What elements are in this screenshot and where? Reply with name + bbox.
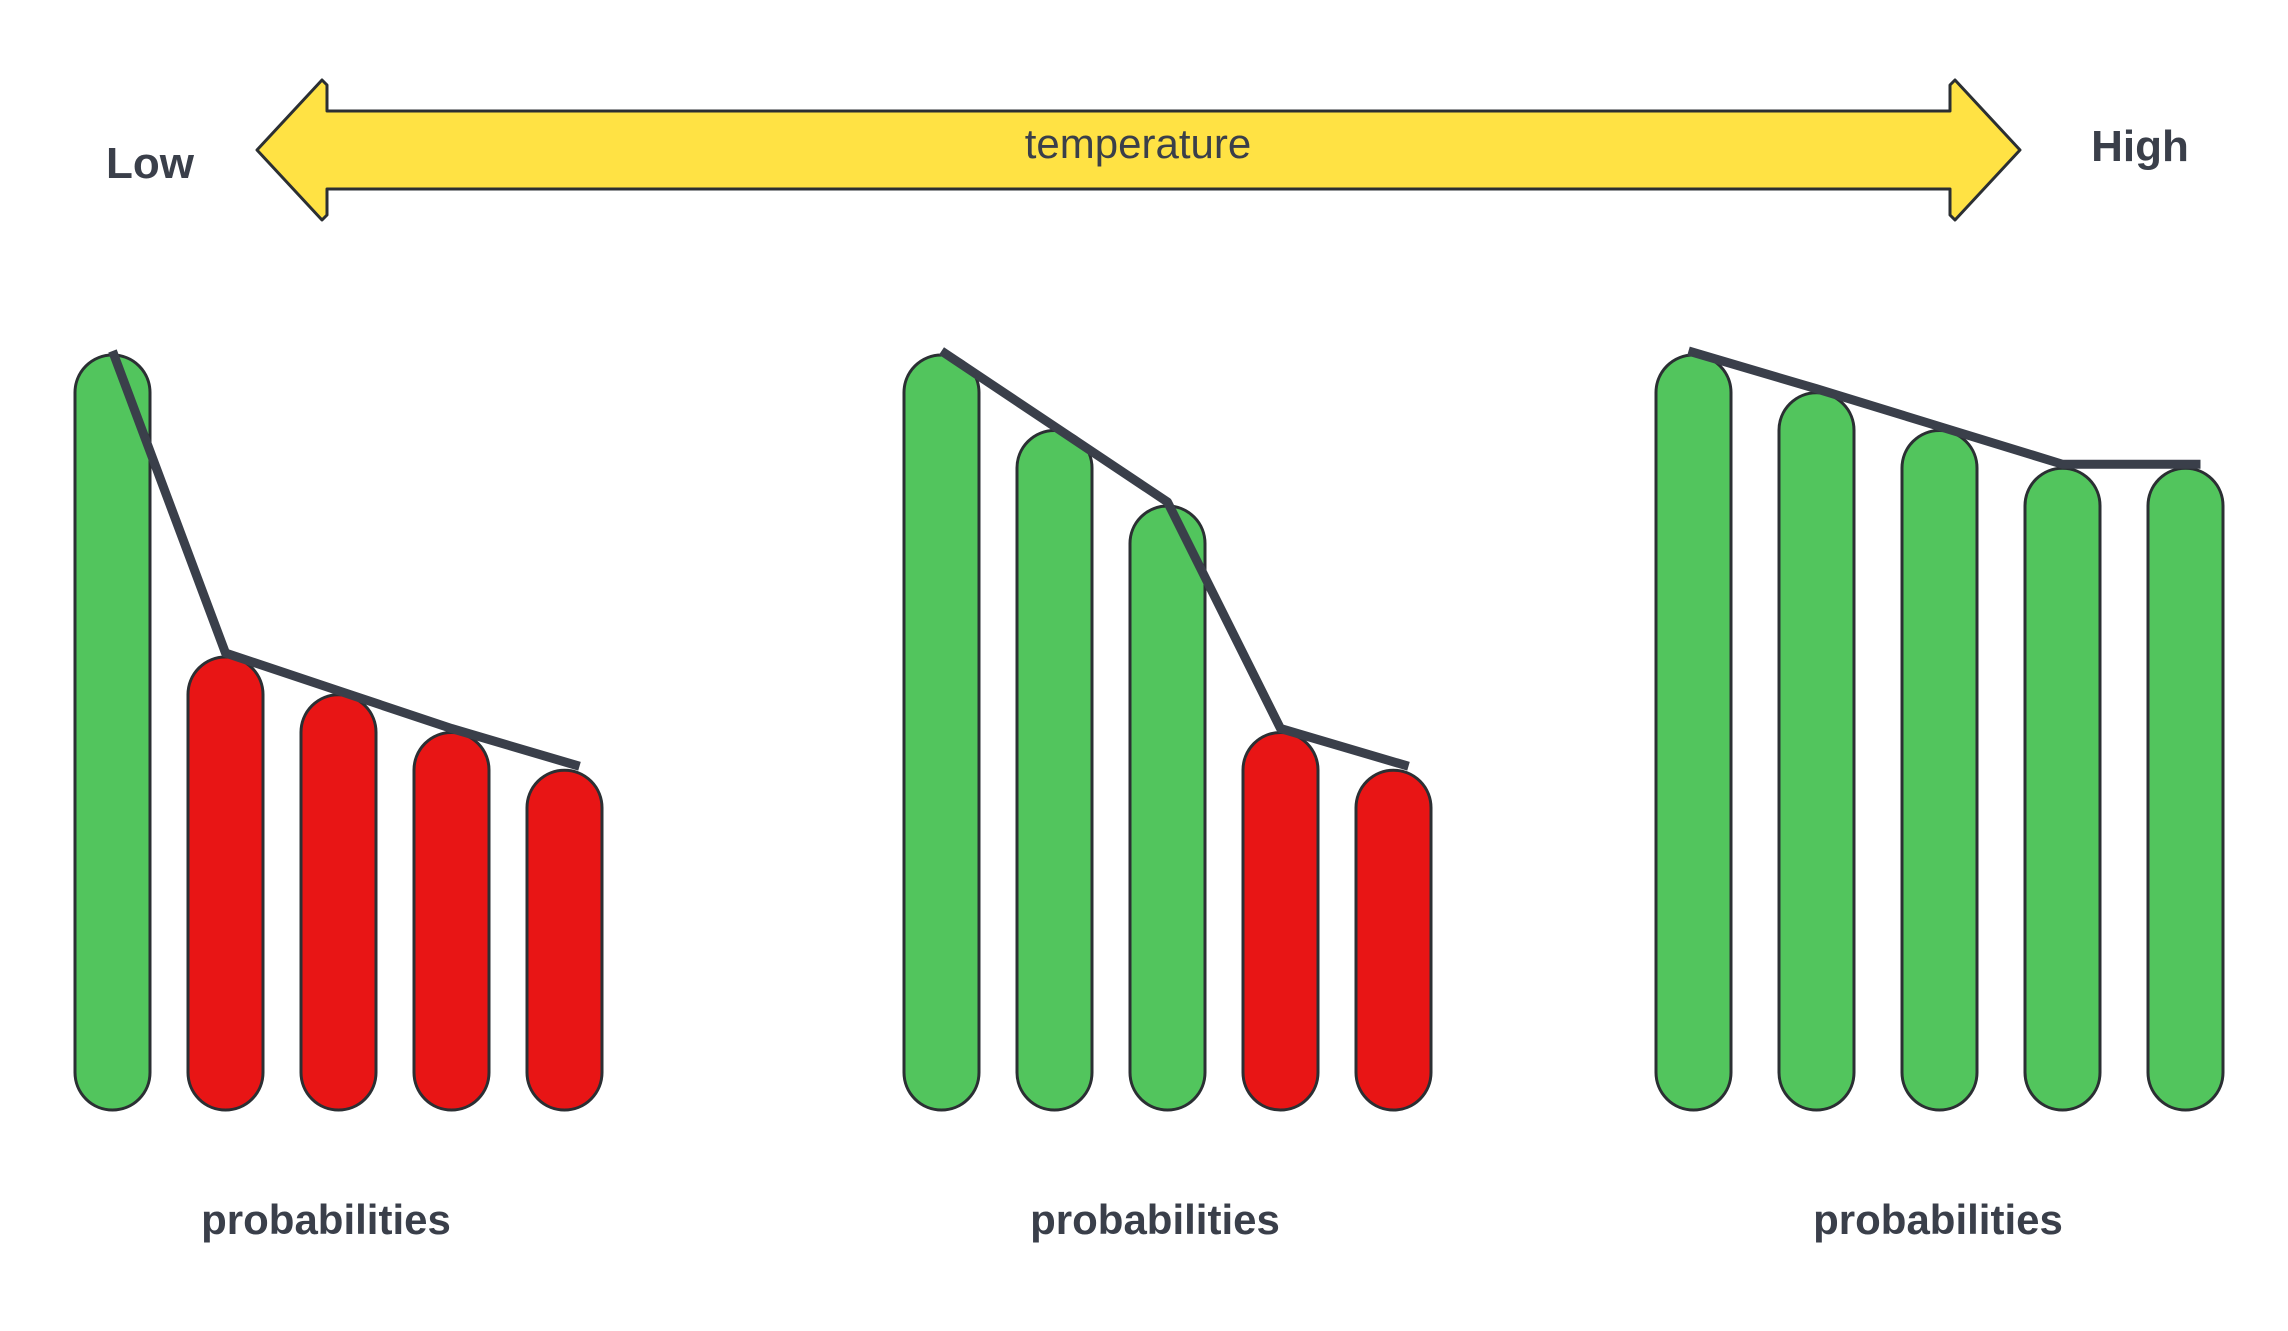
probabilities-label: probabilities — [1030, 1196, 1280, 1243]
rejected-probability-bar — [525, 768, 604, 1112]
selected-probability-bar — [1777, 391, 1856, 1112]
high-temperature-panel: probabilities — [1654, 346, 2225, 1243]
rejected-probability-bar — [1354, 768, 1433, 1112]
low-temperature-panel: probabilities — [73, 349, 604, 1243]
probability-curve — [939, 347, 1410, 771]
probability-bars — [1654, 353, 2225, 1112]
probability-curve — [108, 349, 581, 771]
selected-probability-bar — [2023, 466, 2102, 1112]
double-headed-arrow — [255, 78, 2022, 222]
temperature-label: temperature — [1025, 120, 1251, 167]
probabilities-label: probabilities — [1813, 1196, 2063, 1243]
selected-probability-bar — [902, 353, 981, 1112]
selected-probability-bar — [1015, 429, 1094, 1112]
rejected-probability-bar — [412, 731, 491, 1112]
selected-probability-bar — [73, 353, 152, 1112]
rejected-probability-bar — [299, 693, 378, 1112]
selected-probability-bar — [1900, 429, 1979, 1112]
selected-probability-bar — [1654, 353, 1733, 1112]
selected-probability-bar — [1128, 504, 1207, 1112]
probabilities-label: probabilities — [201, 1196, 451, 1243]
probability-curve — [1687, 346, 2201, 469]
medium-temperature-panel: probabilities — [902, 347, 1433, 1243]
rejected-probability-bar — [186, 655, 265, 1112]
probability-bars — [902, 353, 1433, 1112]
high-label: High — [2091, 122, 2189, 171]
selected-probability-bar — [2146, 466, 2225, 1112]
temperature-scale: temperature Low High — [106, 78, 2189, 222]
low-label: Low — [106, 139, 195, 188]
rejected-probability-bar — [1241, 731, 1320, 1112]
